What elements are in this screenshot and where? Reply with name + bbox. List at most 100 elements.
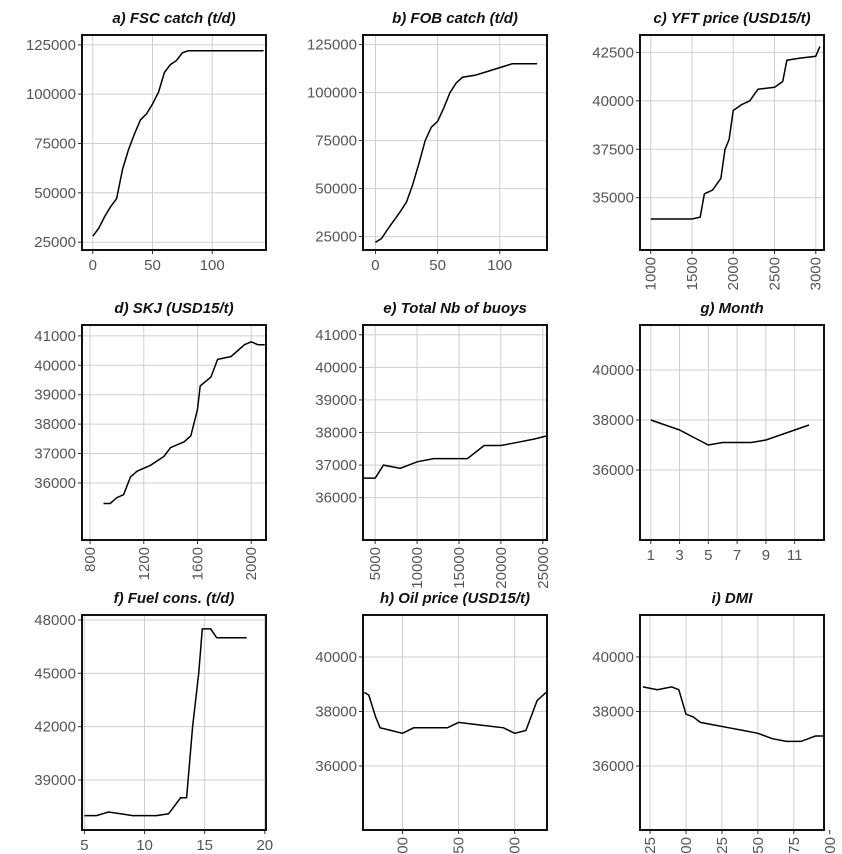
plot-frame: [81, 34, 267, 251]
plot-area: [82, 35, 266, 250]
x-tick-label: 3000: [808, 257, 825, 290]
x-tick-label: 800: [82, 547, 99, 572]
y-tick-label: 39000: [315, 392, 357, 409]
panel-title: e) Total Nb of buoys: [383, 300, 527, 317]
x-tick-label: 0: [89, 257, 97, 274]
data-line: [642, 686, 824, 743]
x-tick-label: 0.00: [678, 837, 695, 854]
x-tick-label: 0.50: [750, 837, 767, 854]
data-line: [375, 63, 538, 243]
y-tick-label: 75000: [315, 133, 357, 150]
panel: b) FOB catch (t/d) 25000 50000 75000 100000 1…: [307, 10, 548, 274]
y-tick-label: 40000: [315, 359, 357, 376]
panel-title: d) SKJ (USD15/t): [114, 300, 233, 317]
y-tick-label: 75000: [34, 135, 76, 152]
plot-area: [640, 325, 824, 540]
x-tick-label: 25000: [535, 547, 552, 589]
y-tick-label: 125000: [307, 37, 357, 54]
data-line: [363, 435, 547, 479]
plot-frame: [81, 614, 267, 831]
x-tick-label: 0.25: [714, 837, 731, 854]
y-tick-label: 42500: [592, 44, 634, 61]
y-tick-label: 50000: [34, 185, 76, 202]
x-tick-label: 2000: [725, 257, 742, 290]
x-tick-label: 11: [787, 547, 803, 564]
x-tick-label: 15: [196, 837, 213, 854]
y-tick-label: 38000: [592, 412, 634, 429]
panel-title: f) Fuel cons. (t/d): [114, 590, 235, 607]
y-tick-label: 39000: [34, 772, 76, 789]
panel-title: h) Oil price (USD15/t): [380, 590, 530, 607]
x-tick-label: 5000: [367, 547, 384, 580]
x-tick-label: 1600: [190, 547, 207, 580]
plot-area: [363, 35, 547, 250]
panel-title: c) YFT price (USD15/t): [653, 10, 810, 27]
plot-frame: [639, 614, 825, 831]
x-tick-label: 1000: [643, 257, 660, 290]
x-tick-label: 7: [733, 547, 741, 564]
y-tick-label: 36000: [592, 758, 634, 775]
x-tick-label: 100: [200, 257, 225, 274]
plot-area: [363, 615, 547, 830]
panel-title: a) FSC catch (t/d): [112, 10, 235, 27]
y-tick-label: 100000: [26, 86, 76, 103]
y-tick-label: 25000: [315, 229, 357, 246]
data-line: [650, 419, 810, 446]
y-tick-label: 37000: [34, 446, 76, 463]
x-tick-label: 2000: [243, 547, 260, 580]
y-tick-label: 41000: [34, 328, 76, 345]
plot-frame: [639, 324, 825, 541]
data-line: [363, 691, 547, 735]
x-tick-label: 1: [647, 547, 655, 564]
y-tick-label: 36000: [34, 475, 76, 492]
data-line: [103, 340, 265, 505]
y-tick-label: 45000: [34, 665, 76, 682]
panel: f) Fuel cons. (t/d) 39000 42000 45000 48000 5…: [34, 590, 273, 854]
panel-title: b) FOB catch (t/d): [392, 10, 518, 27]
x-tick-label: 0.75: [786, 837, 803, 854]
panel: c) YFT price (USD15/t) 35000 37500 40000 425…: [592, 10, 825, 290]
plot-area: [640, 35, 824, 250]
y-tick-label: 125000: [26, 37, 76, 54]
x-tick-label: 1500: [684, 257, 701, 290]
y-tick-label: 38000: [34, 416, 76, 433]
data-line: [84, 628, 247, 817]
x-tick-label: 10: [136, 837, 153, 854]
y-tick-label: 40000: [315, 649, 357, 666]
panel: e) Total Nb of buoys 36000 37000 38000 39000…: [315, 300, 552, 589]
y-tick-label: 36000: [315, 758, 357, 775]
x-tick-label: 0: [371, 257, 379, 274]
x-tick-label: 9: [762, 547, 770, 564]
plot-area: [82, 325, 266, 540]
y-tick-label: 35000: [592, 190, 634, 207]
y-tick-label: 37000: [315, 457, 357, 474]
x-tick-label: 750: [451, 837, 468, 854]
x-tick-label: -0.25: [642, 837, 659, 854]
y-tick-label: 25000: [34, 234, 76, 251]
y-tick-label: 36000: [315, 490, 357, 507]
x-tick-label: 2500: [766, 257, 783, 290]
x-tick-label: 100: [487, 257, 512, 274]
x-tick-label: 15000: [451, 547, 468, 589]
panel: a) FSC catch (t/d) 25000 50000 75000 100000 1…: [26, 10, 267, 274]
y-tick-label: 40000: [592, 649, 634, 666]
y-tick-label: 38000: [315, 703, 357, 720]
x-tick-label: 1.00: [822, 837, 839, 854]
plot-frame: [362, 614, 548, 831]
x-tick-label: 50: [144, 257, 161, 274]
x-tick-label: 3: [675, 547, 683, 564]
plot-frame: [639, 34, 825, 251]
x-tick-label: 500: [394, 837, 411, 854]
panel: g) Month 36000 38000 40000 1 3 5 7 9 11: [592, 300, 825, 564]
y-tick-label: 40000: [592, 362, 634, 379]
y-tick-label: 39000: [34, 387, 76, 404]
plot-frame: [362, 324, 548, 541]
plot-area: [82, 615, 266, 830]
y-tick-label: 42000: [34, 719, 76, 736]
y-tick-label: 40000: [34, 357, 76, 374]
y-tick-label: 48000: [34, 612, 76, 629]
x-tick-label: 50: [429, 257, 446, 274]
y-tick-label: 100000: [307, 85, 357, 102]
x-tick-label: 5: [704, 547, 712, 564]
